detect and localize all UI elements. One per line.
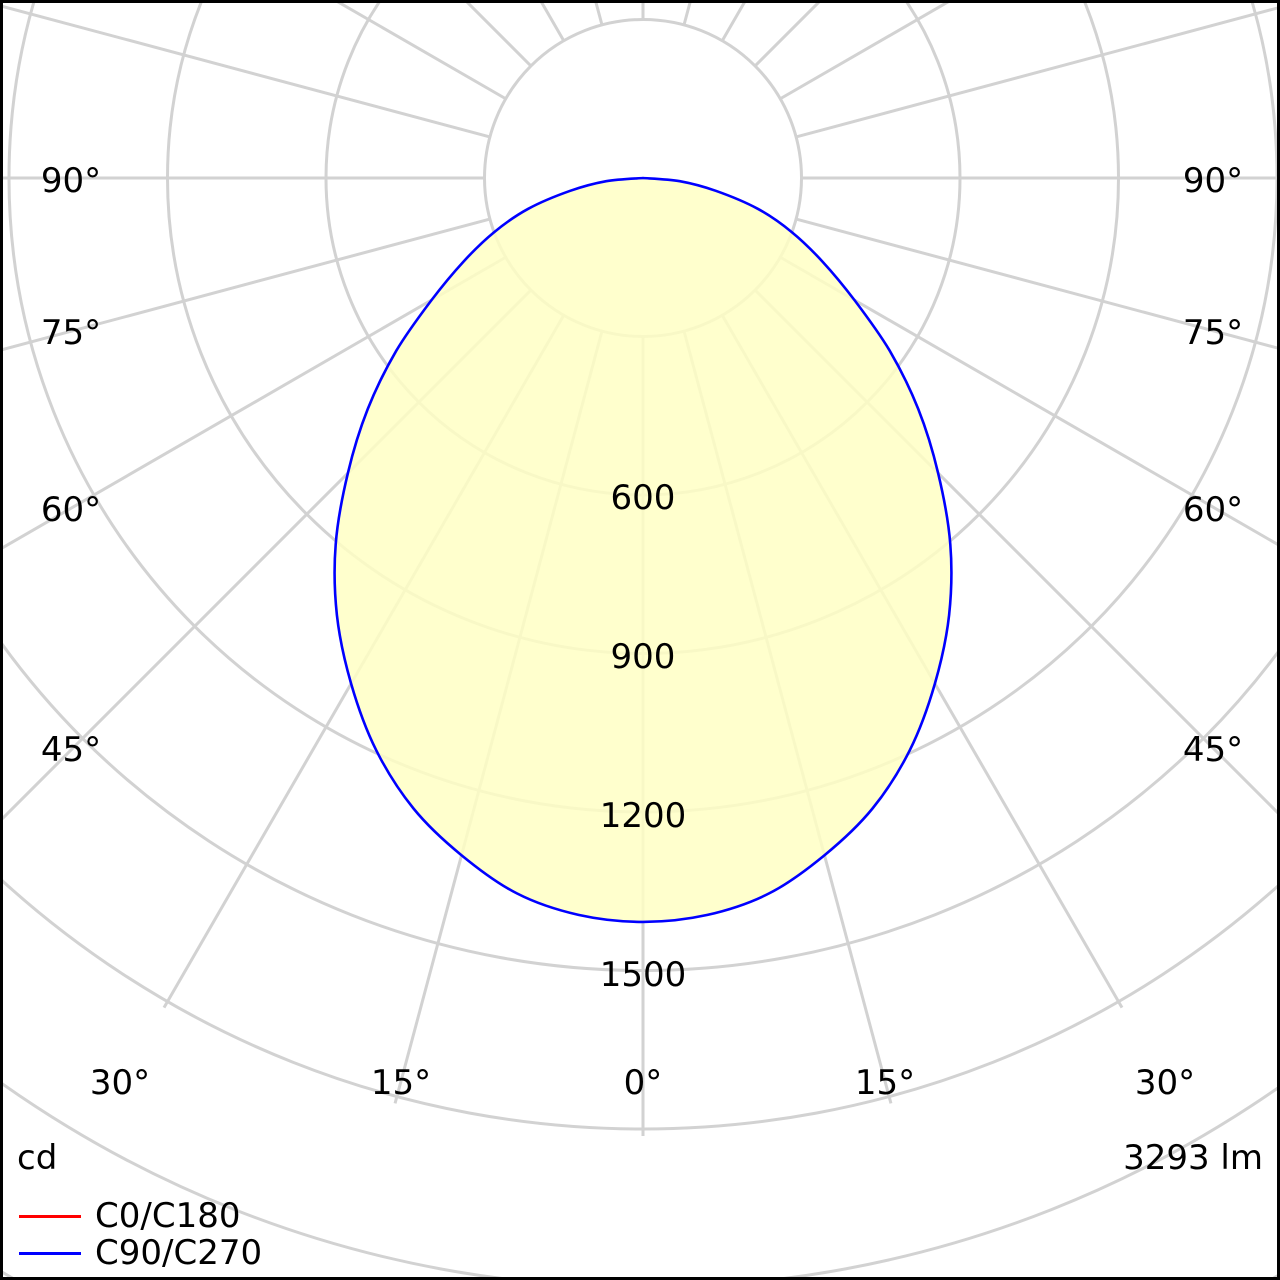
intensity-fill [334, 178, 952, 922]
angle-label-right-75: 75° [1182, 313, 1244, 353]
angle-label-left-45: 45° [40, 730, 102, 770]
angle-label-right-60: 60° [1182, 490, 1244, 530]
radial-label-900: 900 [610, 637, 676, 677]
angle-label-bottom-30-right: 30° [1134, 1063, 1196, 1103]
angle-label-bottom-0: 0° [623, 1063, 663, 1103]
angle-label-left-75: 75° [40, 313, 102, 353]
legend-label-c90-c270: C90/C270 [95, 1233, 263, 1273]
unit-label: cd [17, 1138, 58, 1178]
angle-label-right-90: 90° [1182, 161, 1244, 201]
luminous-flux-label: 3293 lm [1123, 1138, 1263, 1178]
polar-plot [3, 3, 1277, 1277]
angle-label-right-45: 45° [1182, 730, 1244, 770]
legend-item-c90-c270: C90/C270 [19, 1236, 262, 1270]
legend-item-c0-c180: C0/C180 [19, 1199, 240, 1233]
angle-label-left-60: 60° [40, 490, 102, 530]
angle-label-bottom-15-right: 15° [854, 1063, 916, 1103]
legend-swatch-blue [19, 1251, 81, 1255]
radial-label-1200: 1200 [599, 796, 687, 836]
radial-label-600: 600 [610, 478, 676, 518]
angle-label-bottom-30-left: 30° [89, 1063, 151, 1103]
legend-swatch-red [19, 1214, 81, 1218]
angle-label-bottom-15-left: 15° [370, 1063, 432, 1103]
angle-label-left-90: 90° [40, 161, 102, 201]
intensity-curve-c90 [333, 176, 953, 924]
legend-label-c0-c180: C0/C180 [95, 1196, 241, 1236]
radial-label-1500: 1500 [599, 955, 687, 995]
